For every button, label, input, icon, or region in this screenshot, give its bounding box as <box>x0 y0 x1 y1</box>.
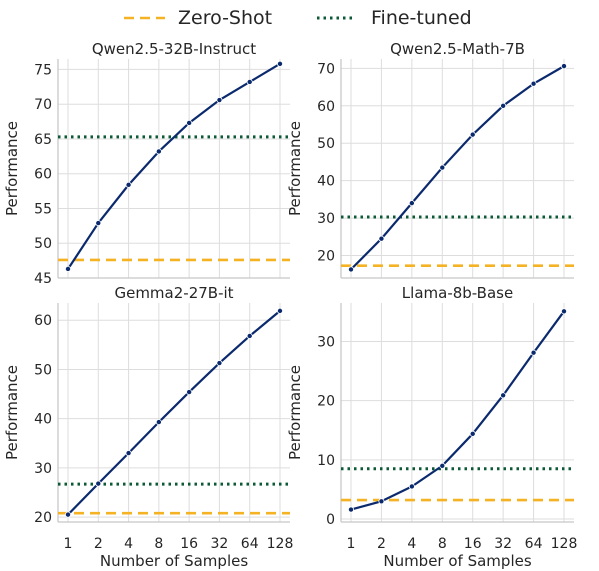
x-tick-label: 8 <box>438 536 447 552</box>
y-tick-label: 20 <box>317 394 335 410</box>
y-tick-label: 60 <box>34 167 52 183</box>
x-tick-label: 4 <box>407 536 416 552</box>
data-point <box>155 148 162 155</box>
data-point <box>125 450 132 457</box>
y-tick-label: 60 <box>317 99 335 115</box>
y-tick-label: 30 <box>34 461 52 477</box>
data-point <box>500 392 507 399</box>
data-point <box>408 483 415 490</box>
x-axis-label: Number of Samples <box>383 552 531 570</box>
y-axis-label: Performance <box>286 365 304 460</box>
x-axis-label: Number of Samples <box>100 552 248 570</box>
y-tick-label: 20 <box>34 510 52 526</box>
x-tick-label: 2 <box>377 536 386 552</box>
y-tick-label: 20 <box>317 249 335 265</box>
data-point <box>530 349 537 356</box>
legend-fine-tuned-label: Fine-tuned <box>371 7 472 29</box>
subplot-title: Llama-8b-Base <box>402 284 513 302</box>
y-tick-label: 30 <box>317 334 335 350</box>
data-point <box>561 308 568 315</box>
y-tick-label: 65 <box>34 132 52 148</box>
y-tick-label: 0 <box>326 512 335 528</box>
data-point <box>216 97 223 104</box>
x-tick-label: 1 <box>64 536 73 552</box>
data-point <box>408 200 415 207</box>
sampling-series-line <box>67 62 281 270</box>
data-point <box>95 480 102 487</box>
x-tick-label: 4 <box>124 536 133 552</box>
data-point <box>125 181 132 188</box>
data-point <box>347 266 354 273</box>
data-point <box>186 119 193 126</box>
y-tick-label: 50 <box>34 236 52 252</box>
data-point <box>347 506 354 513</box>
subplot-qwen2-5-math-7b: 20 30 40 50 60 70 Qwen2.5-Math-7B Performance <box>286 40 574 279</box>
x-tick-label: 64 <box>525 536 543 552</box>
data-point <box>530 80 537 87</box>
data-point <box>276 60 283 67</box>
data-point <box>500 102 507 109</box>
sampling-series-line <box>350 310 565 511</box>
y-tick-label: 30 <box>317 211 335 227</box>
data-point <box>65 265 72 272</box>
x-tick-label: 8 <box>154 536 163 552</box>
x-tick-label: 16 <box>180 536 198 552</box>
y-tick-label: 45 <box>34 271 52 287</box>
y-tick-label: 55 <box>34 201 52 217</box>
y-tick-label: 60 <box>34 313 52 329</box>
sampling-series-line <box>67 310 281 516</box>
data-point <box>378 235 385 242</box>
data-point <box>276 307 283 314</box>
legend-zero-shot-label: Zero-Shot <box>178 7 272 29</box>
y-tick-label: 10 <box>317 453 335 469</box>
x-tick-label: 32 <box>211 536 229 552</box>
y-axis-label: Performance <box>286 121 304 216</box>
data-point <box>469 430 476 437</box>
y-tick-label: 70 <box>34 97 52 113</box>
legend: Zero-Shot Fine-tuned <box>124 7 472 29</box>
data-point <box>155 419 162 426</box>
data-point <box>216 360 223 367</box>
data-point <box>561 63 568 70</box>
x-tick-label: 16 <box>464 536 482 552</box>
x-tick-label: 128 <box>267 536 294 552</box>
y-tick-label: 50 <box>317 136 335 152</box>
y-tick-label: 50 <box>34 362 52 378</box>
data-point <box>378 498 385 505</box>
subplot-llama-8b-base: 0 10 20 30 1 2 4 8 16 32 64 128 Llama-8b-Base Perform… <box>286 284 577 570</box>
data-point <box>439 164 446 171</box>
data-point <box>246 78 253 85</box>
data-point <box>65 511 72 518</box>
x-tick-label: 2 <box>94 536 103 552</box>
y-tick-label: 70 <box>317 61 335 77</box>
x-tick-label: 1 <box>347 536 356 552</box>
data-point <box>469 131 476 138</box>
subplot-title: Gemma2-27B-it <box>114 284 233 302</box>
subplot-title: Qwen2.5-32B-Instruct <box>92 40 256 58</box>
y-axis-label: Performance <box>3 365 21 460</box>
y-tick-label: 40 <box>317 174 335 190</box>
data-point <box>246 332 253 339</box>
subplot-title: Qwen2.5-Math-7B <box>390 40 525 58</box>
y-axis-label: Performance <box>3 121 21 216</box>
data-point <box>186 389 193 396</box>
y-tick-label: 40 <box>34 412 52 428</box>
y-tick-label: 75 <box>34 62 52 78</box>
x-tick-label: 32 <box>494 536 512 552</box>
x-tick-label: 64 <box>241 536 259 552</box>
sampling-series-line <box>350 65 565 271</box>
data-point <box>439 462 446 469</box>
subplot-qwen2-5-32b-instruct: 45 50 55 60 65 70 75 Qwen2.5-32B-Instruct Perfor… <box>3 40 290 287</box>
data-point <box>95 220 102 227</box>
subplot-gemma2-27b-it: 20 30 40 50 60 1 2 4 8 16 32 64 128 Gemma2-27B-it Perf… <box>3 284 293 570</box>
x-tick-label: 128 <box>551 536 578 552</box>
